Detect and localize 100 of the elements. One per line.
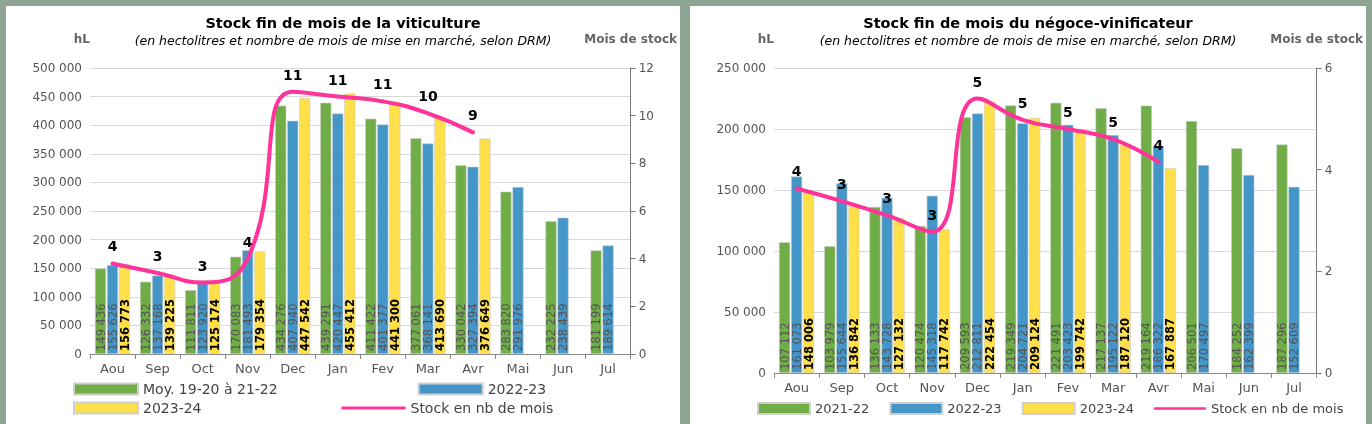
data-label: 411 422	[363, 303, 378, 351]
data-label: 199 742	[1072, 317, 1087, 370]
x-tick-label: Avr	[462, 361, 485, 376]
data-label: 136 133	[867, 322, 882, 370]
data-label: 420 447	[330, 303, 345, 351]
y2-tick-label: 10	[638, 108, 654, 123]
legend-label: 2023-24	[143, 400, 202, 416]
data-label: 368 141	[420, 303, 435, 351]
chart-title: Stock fin de mois de la viticulture	[205, 14, 481, 31]
data-label: 291 976	[511, 303, 525, 351]
y-tick-label: 50 000	[724, 305, 766, 319]
data-label: 5	[1063, 104, 1073, 120]
data-label: 441 300	[387, 298, 402, 351]
x-tick-label: Fev	[371, 361, 395, 376]
x-tick-label: Aou	[100, 361, 125, 376]
data-label: 455 412	[342, 298, 357, 351]
data-label: 407 940	[285, 303, 300, 351]
data-label: 3	[152, 247, 163, 264]
data-label: 4	[791, 163, 802, 180]
data-label: 107 112	[777, 322, 792, 370]
y-tick-label: 0	[74, 347, 82, 361]
data-label: 11	[328, 71, 348, 88]
data-label: 155 626	[105, 303, 120, 351]
data-label: 127 132	[892, 317, 907, 370]
data-label: 327 394	[465, 303, 480, 351]
y2-tick-label: 0	[638, 347, 647, 361]
data-label: 184 252	[1229, 322, 1244, 370]
data-label: 152 609	[1287, 322, 1302, 370]
y-tick-label: 150 000	[716, 183, 766, 197]
x-tick-label: Mar	[415, 361, 441, 376]
legend-label: 2021-22	[815, 401, 870, 416]
x-tick-label: Sep	[145, 361, 170, 376]
data-label: 3	[197, 257, 208, 274]
y-tick-label: 250 000	[716, 61, 766, 75]
data-label: 5	[972, 73, 983, 90]
data-label: 170 083	[228, 303, 243, 351]
y-axis-title: hL	[757, 31, 775, 46]
data-label: 170 497	[1196, 322, 1211, 370]
y2-tick-label: 12	[638, 61, 654, 75]
y2-tick-label: 6	[638, 204, 647, 218]
data-label: 187 296	[1274, 322, 1289, 370]
data-label: 209 124	[1027, 317, 1042, 370]
data-label: 232 225	[544, 303, 559, 351]
data-label: 376 649	[477, 298, 492, 351]
data-label: 219 164	[1139, 322, 1154, 370]
x-tick-label: Mai	[1192, 380, 1215, 395]
data-label: 434 276	[273, 303, 288, 351]
data-label: 238 439	[556, 303, 571, 351]
x-tick-label: Dec	[964, 380, 991, 395]
data-label: 447 542	[297, 298, 312, 351]
y-axis-title: hL	[73, 31, 91, 46]
data-label: 5	[1017, 94, 1028, 111]
x-tick-label: Fev	[1056, 380, 1080, 395]
legend-label: Moy. 19-20 à 21-22	[143, 381, 278, 397]
y-tick-label: 100 000	[32, 289, 82, 304]
data-label: 206 501	[1184, 322, 1199, 370]
data-label: 117 742	[937, 317, 952, 370]
y-tick-label: 0	[758, 366, 766, 380]
data-label: 377 061	[408, 303, 423, 351]
data-label: 155 644	[834, 322, 849, 370]
y-tick-label: 450 000	[32, 89, 82, 104]
legend-label: 2022-23	[487, 381, 547, 397]
legend-label: 2022-23	[947, 401, 1002, 416]
y-tick-label: 350 000	[32, 146, 82, 161]
data-label: 139 225	[162, 298, 177, 351]
data-label: 195 122	[1106, 322, 1121, 370]
x-tick-label: Mar	[1100, 380, 1127, 395]
x-tick-label: Nov	[235, 361, 261, 376]
y2-tick-label: 2	[638, 299, 647, 314]
data-label: 217 137	[1094, 322, 1109, 370]
x-tick-label: Jan	[1011, 380, 1033, 395]
y-tick-label: 300 000	[32, 175, 82, 190]
data-label: 186 322	[1151, 322, 1166, 370]
chart-title: Stock fin de mois du négoce-vinificateur	[863, 14, 1194, 31]
data-label: 162 399	[1241, 322, 1256, 370]
y-tick-label: 500 000	[32, 61, 82, 75]
data-label: 4	[242, 233, 253, 250]
y-tick-label: 200 000	[32, 232, 82, 247]
chart-subtitle: (en hectolitres et nombre de mois de mise en marché, selon DRM)	[819, 33, 1237, 48]
x-tick-label: Jun	[551, 361, 574, 376]
y2-tick-label: 4	[1324, 162, 1333, 177]
data-label: 126 332	[138, 303, 153, 351]
data-label: 187 120	[1118, 317, 1133, 370]
x-tick-label: Mai	[506, 361, 530, 376]
data-label: 167 887	[1163, 317, 1178, 370]
x-tick-label: Aou	[784, 380, 810, 395]
line-series	[794, 96, 1161, 234]
data-label: 203 423	[1060, 322, 1075, 370]
data-label: 9	[468, 107, 478, 124]
data-label: 149 436	[93, 303, 108, 351]
y-tick-label: 50 000	[40, 318, 82, 333]
data-label: 120 474	[913, 322, 928, 370]
data-label: 3	[927, 206, 938, 223]
data-label: 179 354	[252, 298, 267, 351]
data-label: 4	[107, 238, 118, 255]
legend-label: Stock en nb de mois	[410, 400, 554, 416]
x-tick-label: Jul	[599, 361, 616, 376]
data-label: 221 491	[1048, 322, 1063, 370]
data-label: 125 174	[207, 298, 222, 351]
data-label: 143 728	[880, 322, 895, 370]
